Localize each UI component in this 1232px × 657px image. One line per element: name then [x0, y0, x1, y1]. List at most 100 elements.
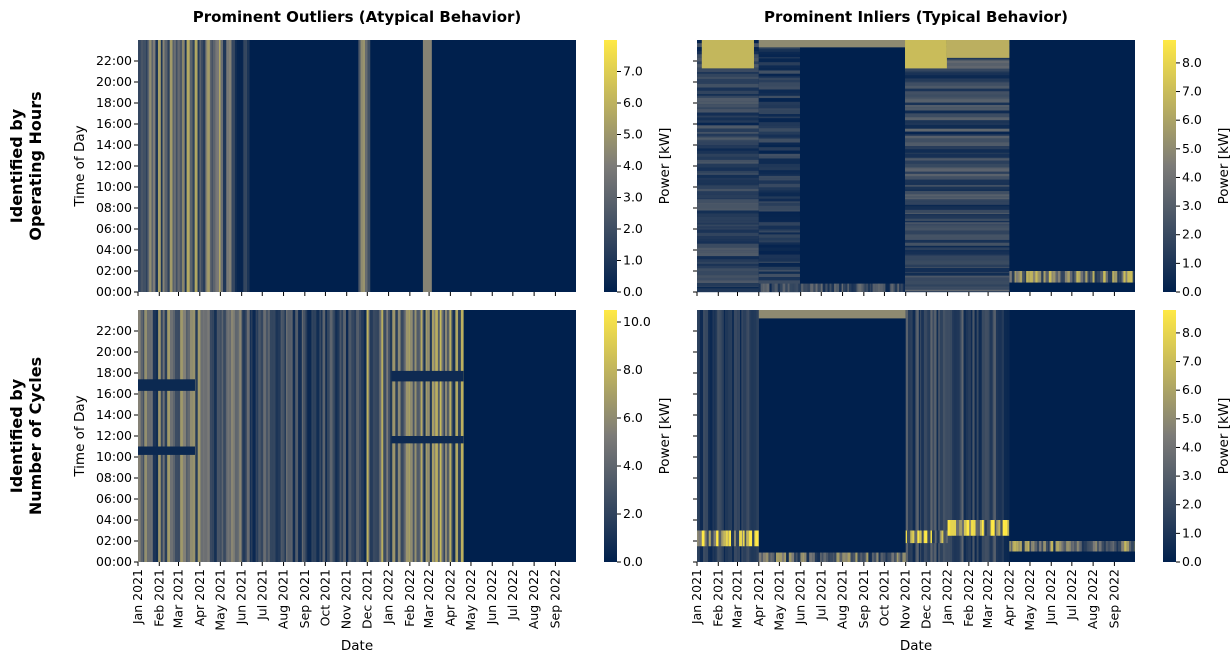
heatmap-cell — [978, 520, 981, 536]
heatmap-cell — [852, 552, 856, 562]
heatmap-cell — [905, 242, 1010, 247]
heatmap-region — [905, 310, 1010, 562]
heatmap-cell — [292, 310, 296, 562]
heatmap-cell — [758, 261, 800, 264]
heatmap-cell — [984, 520, 988, 536]
heatmap-cell — [968, 310, 972, 562]
heatmap-cell — [932, 310, 935, 562]
heatmap-cell — [941, 530, 944, 544]
heatmap-cell — [697, 133, 759, 137]
heatmap-cell — [243, 40, 246, 292]
y-tick-label: 08:00 — [96, 200, 132, 215]
y-tick-label: 14:00 — [96, 137, 132, 152]
heatmap-cell — [1034, 541, 1038, 552]
heatmap-cell — [186, 40, 190, 292]
x-tick-label: Jun 2021 — [793, 569, 808, 625]
heatmap-cell — [749, 530, 753, 547]
heatmap-cell — [1132, 271, 1135, 283]
heatmap-cell — [1011, 271, 1015, 283]
colorbar-tick-label: 1.0 — [1182, 525, 1202, 540]
heatmap-cell — [195, 310, 198, 562]
heatmap-cell — [734, 530, 737, 547]
x-tick-label: Feb 2021 — [151, 569, 166, 627]
heatmap-cell — [157, 40, 162, 292]
heatmap-cell — [1083, 271, 1086, 283]
heatmap-cell — [823, 552, 827, 562]
colorbar-tick-label: 6.0 — [1182, 382, 1202, 397]
heatmap-cell — [1085, 271, 1088, 283]
heatmap-cell — [758, 73, 800, 77]
heatmap-cell — [360, 40, 363, 292]
heatmap-cell — [802, 552, 805, 562]
heatmap-cell — [758, 82, 800, 87]
heatmap-cell — [1032, 541, 1035, 552]
heatmap-cell — [905, 68, 1010, 72]
heatmap-cell — [905, 59, 1010, 61]
heatmap-cell — [905, 95, 1010, 98]
heatmap-cell — [959, 520, 963, 536]
heatmap-cell — [758, 70, 800, 74]
heatmap-cell — [229, 310, 232, 562]
heatmap-cell — [989, 310, 993, 562]
heatmap-cell — [697, 285, 759, 288]
x-tick-label: Jan 2022 — [940, 569, 955, 625]
heatmap-cell — [697, 271, 759, 276]
heatmap-cell — [260, 310, 264, 562]
heatmap-cell — [828, 552, 831, 562]
heatmap-cell — [847, 552, 851, 562]
heatmap-cell — [1052, 271, 1056, 283]
heatmap-cell — [209, 310, 213, 562]
x-tick-label: Jan 2022 — [381, 569, 396, 625]
heatmap-cell — [721, 530, 724, 547]
heatmap-cell — [268, 310, 270, 562]
heatmap-cell — [905, 146, 1010, 150]
heatmap-region — [701, 40, 754, 69]
heatmap-cell — [735, 530, 740, 547]
heatmap-cell — [758, 142, 800, 146]
heatmap-cell — [847, 283, 850, 292]
heatmap-cell — [697, 288, 759, 293]
heatmap-cell — [174, 40, 176, 292]
heatmap-cell — [758, 273, 800, 278]
heatmap-cell — [758, 131, 800, 135]
heatmap-cell — [245, 40, 248, 292]
heatmap-cell — [275, 310, 278, 562]
heatmap-cell — [383, 310, 387, 562]
heatmap-cell — [325, 310, 328, 562]
heatmap-cell — [905, 184, 1010, 187]
heatmap-cell — [697, 208, 759, 211]
heatmap-cell — [752, 530, 755, 547]
heatmap-cell — [835, 283, 840, 292]
heatmap-cell — [697, 194, 759, 199]
heatmap-cell — [286, 310, 288, 562]
heatmap-cell — [851, 283, 854, 292]
heatmap-cell — [950, 520, 954, 536]
heatmap-cell — [905, 234, 1010, 239]
heatmap-cell — [697, 120, 759, 123]
heatmap-cell — [697, 264, 759, 266]
heatmap-cell — [216, 40, 220, 292]
heatmap-cell — [969, 520, 972, 536]
heatmap-cell — [758, 167, 800, 171]
heatmap-cell — [905, 123, 1010, 126]
heatmap-cell — [813, 283, 816, 292]
heatmap-cell — [923, 530, 926, 544]
heatmap-region — [905, 40, 1010, 293]
heatmap-cell — [697, 229, 759, 234]
y-tick-label: 00:00 — [96, 554, 132, 569]
heatmap-cell — [697, 156, 759, 161]
heatmap-cell — [1063, 541, 1067, 552]
heatmap-cell — [905, 117, 1010, 121]
heatmap-cell — [205, 40, 207, 292]
x-tick-label: Apr 2022 — [442, 569, 457, 626]
heatmap-cell — [1117, 271, 1120, 283]
heatmap-cell — [981, 520, 985, 536]
heatmap-cell — [905, 189, 1010, 192]
x-tick-label: Apr 2021 — [751, 569, 766, 626]
heatmap-cell — [902, 552, 906, 562]
heatmap-cell — [697, 199, 759, 204]
heatmap-cell — [714, 310, 716, 562]
colorbar — [604, 310, 617, 562]
y-tick-label: 20:00 — [96, 344, 132, 359]
heatmap-cell — [208, 310, 211, 562]
